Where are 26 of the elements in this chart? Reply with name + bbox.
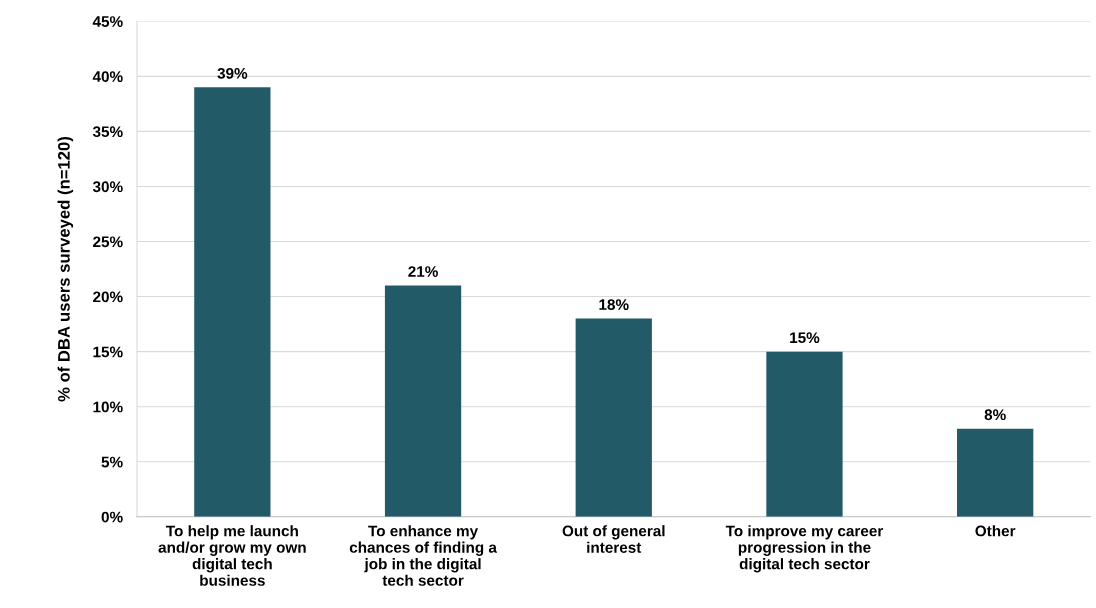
x-tick-label: Other	[975, 525, 1016, 537]
data-label: 21%	[408, 266, 438, 277]
x-tick-label: To improve my career progression in the digital tech sector	[725, 525, 884, 573]
y-tick-label: 30%	[92, 181, 123, 193]
data-label: 15%	[790, 332, 820, 344]
bar	[384, 285, 462, 517]
bar	[957, 428, 1034, 517]
y-tick-label: 10%	[93, 401, 123, 413]
y-tick-label: 35%	[92, 126, 123, 138]
x-tick-label: To enhance my chances of finding a job in the digital tech sector	[349, 525, 498, 586]
y-tick-label: 0%	[101, 511, 123, 523]
bar	[194, 87, 271, 517]
y-tick-label: 20%	[93, 291, 123, 303]
y-tick-label: 40%	[92, 71, 123, 83]
x-tick-label: To help me launch and/or grow my own digital tech business	[158, 525, 306, 586]
y-tick-label: 45%	[92, 16, 123, 27]
data-label: 39%	[217, 67, 248, 79]
y-tick-label: 15%	[93, 346, 123, 358]
y-tick-label: 5%	[101, 456, 123, 468]
x-tick-label: Out of general interest	[562, 525, 665, 553]
data-label: 8%	[984, 409, 1006, 421]
data-label: 18%	[599, 299, 629, 311]
y-axis-title: % of DBA users surveyed (n=120)	[57, 137, 74, 402]
bar	[575, 318, 652, 517]
y-tick-label: 25%	[93, 236, 123, 248]
bar	[766, 351, 843, 517]
